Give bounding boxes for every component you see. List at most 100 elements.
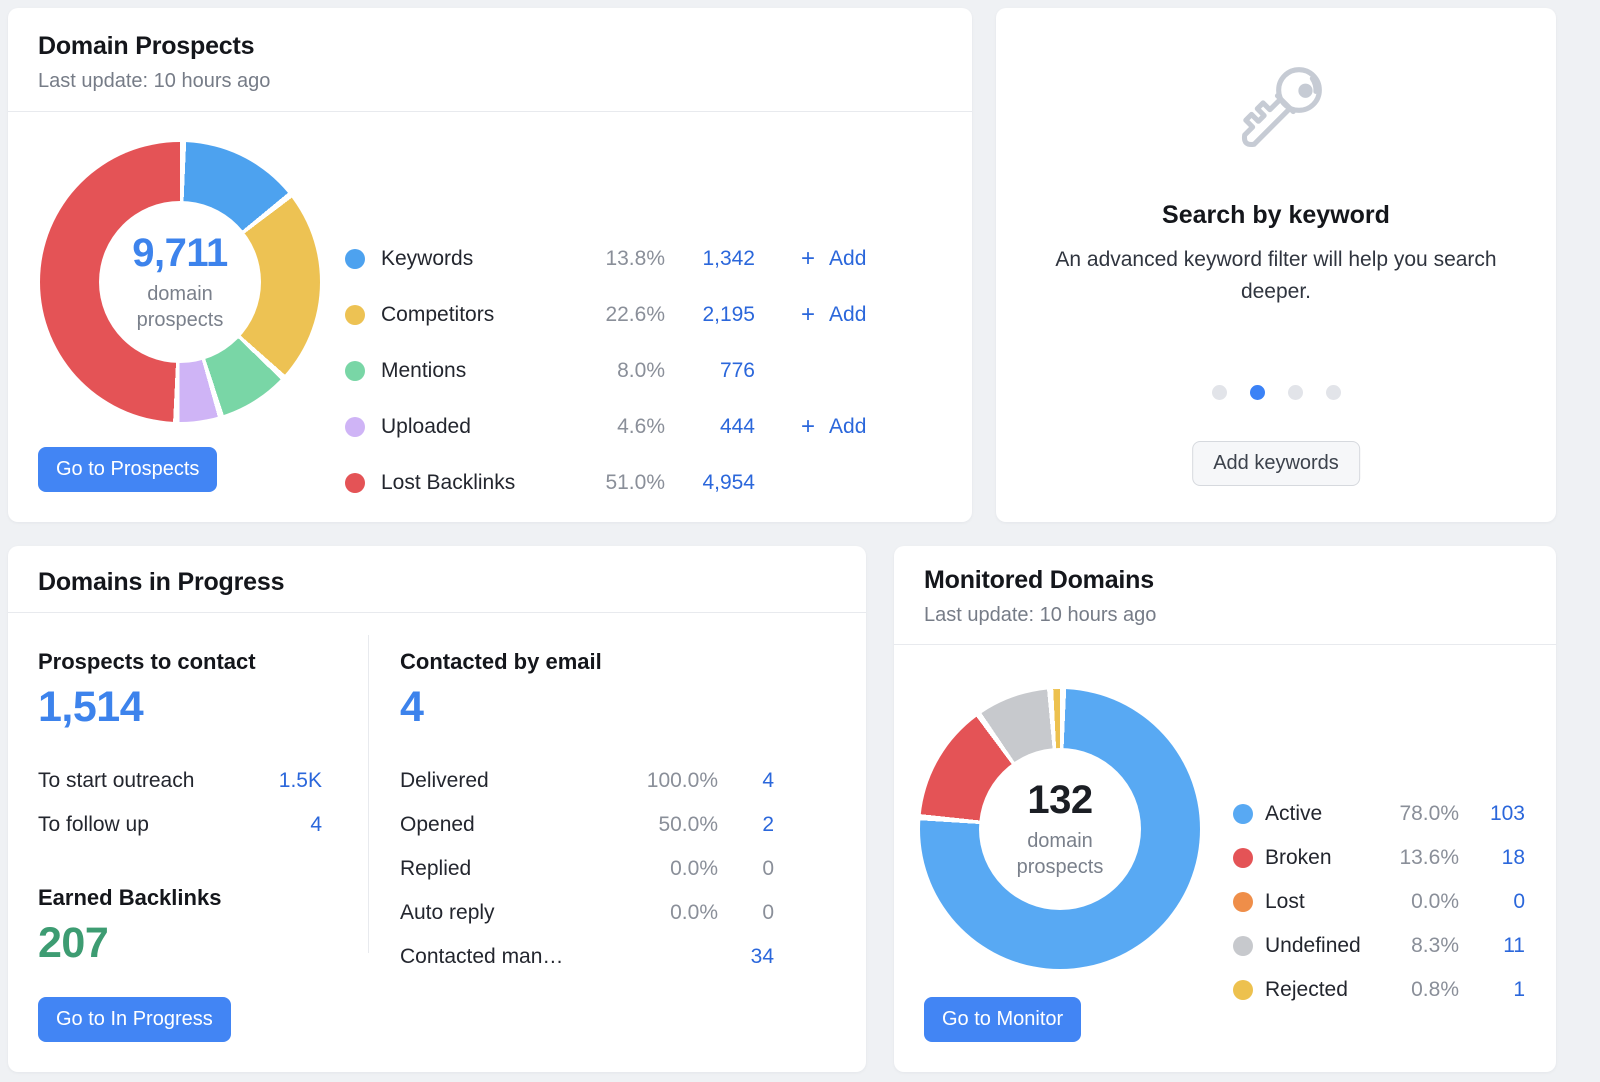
donut-total-value: 9,711 xyxy=(132,231,228,275)
legend-label: Active xyxy=(1265,802,1323,825)
stat-label: Delivered xyxy=(400,769,489,792)
carousel-dot[interactable] xyxy=(1249,385,1265,400)
legend-percent: 4.6% xyxy=(617,415,665,438)
legend-count-link[interactable]: 18 xyxy=(1501,846,1525,869)
stat-percent: 100.0% xyxy=(646,769,718,792)
legend-percent: 8.3% xyxy=(1411,934,1459,957)
competitors-dot-icon xyxy=(345,305,365,325)
stat-percent: 50.0% xyxy=(658,813,718,836)
stat-row: Contacted man… 34 xyxy=(400,935,774,979)
last-update-text: Last update: 10 hours ago xyxy=(38,70,271,92)
broken-dot-icon xyxy=(1233,848,1253,868)
stat-value-link[interactable]: 4 xyxy=(762,769,774,792)
legend-percent: 13.8% xyxy=(605,247,665,270)
undefined-dot-icon xyxy=(1233,936,1253,956)
domains-in-progress-header: Domains in Progress xyxy=(8,546,866,613)
stat-value: 0 xyxy=(762,901,774,924)
legend-percent: 13.6% xyxy=(1399,846,1459,869)
legend-count-link[interactable]: 4,954 xyxy=(702,471,755,494)
add-keywords-button[interactable]: Add keywords xyxy=(1192,441,1360,486)
legend-row: Active 78.0% 103 xyxy=(1233,792,1525,836)
add-competitors-link[interactable]: + Add xyxy=(755,303,866,327)
legend-row: Rejected 0.8% 1 xyxy=(1233,968,1525,1012)
monitored-domains-card: Monitored Domains Last update: 10 hours … xyxy=(894,546,1556,1072)
legend-percent: 22.6% xyxy=(605,303,665,326)
legend-count-link[interactable]: 776 xyxy=(719,359,755,382)
search-by-keyword-title: Search by keyword xyxy=(1162,201,1390,229)
carousel-dot[interactable] xyxy=(1211,385,1227,400)
legend-percent: 8.0% xyxy=(617,359,665,382)
keywords-dot-icon xyxy=(345,249,365,269)
stat-value-link[interactable]: 34 xyxy=(750,945,774,968)
monitored-domains-header: Monitored Domains Last update: 10 hours … xyxy=(894,546,1556,645)
legend-percent: 0.0% xyxy=(1411,890,1459,913)
prospects-to-contact-value: 1,514 xyxy=(38,683,144,731)
earned-backlinks-heading: Earned Backlinks xyxy=(38,885,222,910)
outreach-rows: To start outreach 1.5K To follow up 4 xyxy=(38,759,322,847)
prospects-to-contact-heading: Prospects to contact xyxy=(38,649,256,674)
legend-percent: 51.0% xyxy=(605,471,665,494)
legend-percent: 78.0% xyxy=(1399,802,1459,825)
stat-row: To follow up 4 xyxy=(38,803,322,847)
stat-label: Auto reply xyxy=(400,901,495,924)
email-stat-rows: Delivered 100.0% 4 Opened 50.0% 2 Replie… xyxy=(400,759,774,979)
legend-count-link[interactable]: 444 xyxy=(719,415,755,438)
donut-total-label: domain prospects xyxy=(136,283,224,331)
add-uploaded-link[interactable]: + Add xyxy=(755,415,866,439)
add-keywords-link[interactable]: + Add xyxy=(755,247,866,271)
legend-count-link[interactable]: 1,342 xyxy=(702,247,755,270)
domain-prospects-header: Domain Prospects Last update: 10 hours a… xyxy=(8,8,972,112)
legend-row: Keywords 13.8% 1,342 + Add xyxy=(345,231,866,287)
stat-label: To follow up xyxy=(38,813,149,836)
domain-prospects-donut: 9,711 domain prospects xyxy=(40,142,320,422)
legend-count-link[interactable]: 11 xyxy=(1503,934,1525,957)
donut-total-label: domain prospects xyxy=(1016,830,1104,878)
stat-row: Delivered 100.0% 4 xyxy=(400,759,774,803)
legend-label: Broken xyxy=(1265,846,1332,869)
add-label: Add xyxy=(829,303,867,326)
legend-row: Lost 0.0% 0 xyxy=(1233,880,1525,924)
carousel-dot[interactable] xyxy=(1287,385,1303,400)
domain-prospects-legend: Keywords 13.8% 1,342 + Add Competitors 2… xyxy=(345,231,866,511)
legend-row: Competitors 22.6% 2,195 + Add xyxy=(345,287,866,343)
stat-row: To start outreach 1.5K xyxy=(38,759,322,803)
prospects-to-contact-column: Prospects to contact 1,514 To start outr… xyxy=(38,649,322,968)
column-divider xyxy=(368,635,369,953)
card-title: Monitored Domains xyxy=(924,566,1154,594)
legend-count-link[interactable]: 2,195 xyxy=(702,303,755,326)
stat-row: Replied 0.0% 0 xyxy=(400,847,774,891)
stat-value-link[interactable]: 4 xyxy=(310,813,322,836)
legend-count-link[interactable]: 103 xyxy=(1489,802,1525,825)
legend-count-link[interactable]: 0 xyxy=(1513,890,1525,913)
key-icon xyxy=(996,52,1556,179)
plus-icon: + xyxy=(801,245,816,272)
go-to-prospects-button[interactable]: Go to Prospects xyxy=(38,447,218,492)
donut-center: 132 domain prospects xyxy=(979,748,1141,910)
legend-count-link[interactable]: 1 xyxy=(1513,978,1525,1001)
carousel-dot[interactable] xyxy=(1325,385,1341,400)
active-dot-icon xyxy=(1233,804,1253,824)
card-title: Domains in Progress xyxy=(38,568,285,596)
legend-row: Undefined 8.3% 11 xyxy=(1233,924,1525,968)
stat-label: To start outreach xyxy=(38,769,195,792)
donut-total-value: 132 xyxy=(1027,778,1093,822)
mentions-dot-icon xyxy=(345,361,365,381)
stat-value-link[interactable]: 1.5K xyxy=(278,769,322,792)
go-to-monitor-button[interactable]: Go to Monitor xyxy=(924,997,1082,1042)
add-label: Add xyxy=(829,415,867,438)
donut-center: 9,711 domain prospects xyxy=(99,201,261,363)
stat-value-link[interactable]: 2 xyxy=(762,813,774,836)
carousel-dots xyxy=(996,385,1556,400)
domains-in-progress-card: Domains in Progress Prospects to contact… xyxy=(8,546,866,1072)
plus-icon: + xyxy=(801,413,816,440)
stat-row: Auto reply 0.0% 0 xyxy=(400,891,774,935)
card-title: Domain Prospects xyxy=(38,32,255,60)
legend-label: Rejected xyxy=(1265,978,1348,1001)
stat-label: Opened xyxy=(400,813,475,836)
monitored-domains-donut: 132 domain prospects xyxy=(920,689,1200,969)
go-to-in-progress-button[interactable]: Go to In Progress xyxy=(38,997,231,1042)
stat-percent: 0.0% xyxy=(670,901,718,924)
legend-label: Competitors xyxy=(381,303,495,326)
legend-row: Broken 13.6% 18 xyxy=(1233,836,1525,880)
